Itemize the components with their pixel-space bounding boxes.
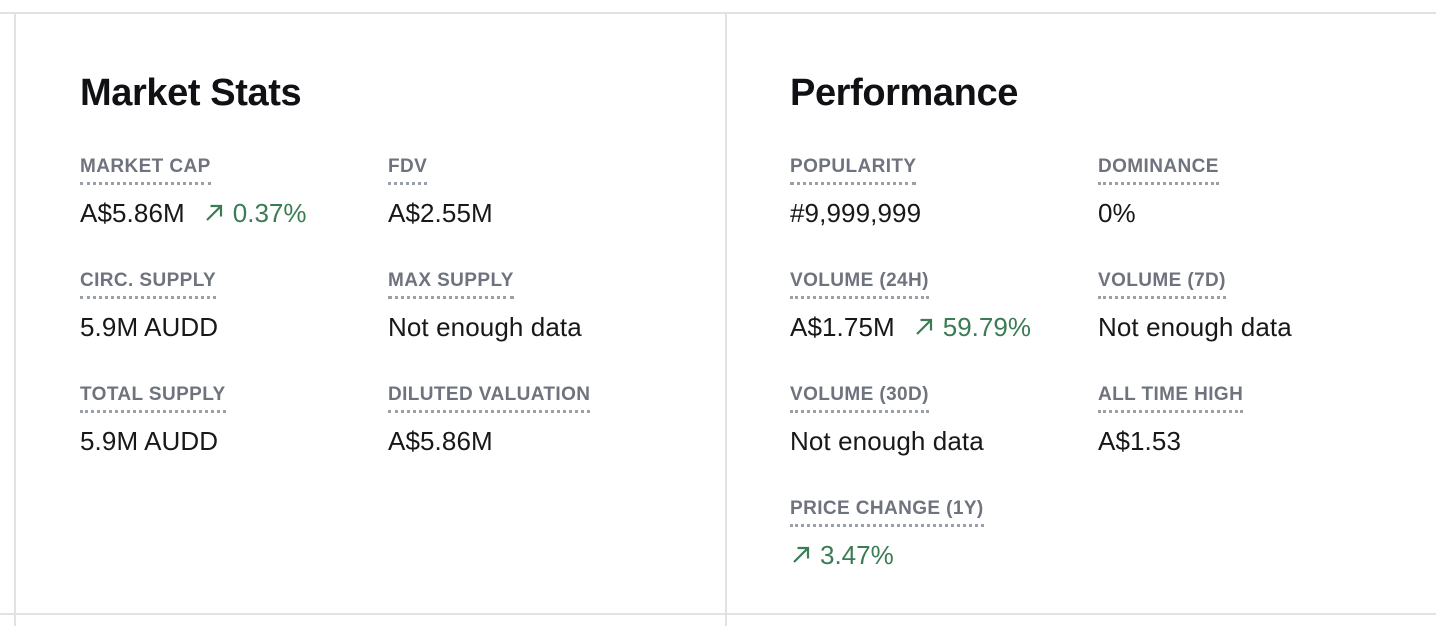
left-border-divider: [14, 12, 16, 626]
stat-value: Not enough data: [790, 426, 984, 457]
stat-value-row: #9,999,999: [790, 197, 1098, 229]
stat-label[interactable]: FDV: [388, 156, 428, 186]
stat-item: ALL TIME HIGH A$1.53: [1098, 384, 1406, 460]
stat-item: POPULARITY #9,999,999: [790, 156, 1098, 232]
stat-value: 5.9M AUDD: [80, 426, 219, 457]
stat-value-row: 5.9M AUDD: [80, 311, 388, 343]
stat-value: A$1.53: [1098, 426, 1182, 457]
stat-value: A$2.55M: [388, 198, 493, 229]
stat-value-row: A$5.86M: [388, 425, 695, 457]
stat-label[interactable]: VOLUME (7D): [1098, 270, 1226, 300]
stat-item: VOLUME (7D) Not enough data: [1098, 270, 1406, 346]
stat-item: MAX SUPPLY Not enough data: [388, 270, 695, 346]
stat-value: A$5.86M: [80, 198, 185, 229]
stat-value-row: 5.9M AUDD: [80, 425, 388, 457]
stat-change: 3.47%: [790, 539, 894, 571]
center-column-divider: [725, 12, 727, 626]
stat-value-row: A$1.75M 59.79%: [790, 311, 1098, 343]
trend-up-arrow-icon: [793, 547, 810, 564]
trend-up-arrow-icon: [205, 205, 222, 222]
performance-panel: Performance POPULARITY #9,999,999 DOMINA…: [727, 14, 1436, 574]
stat-label[interactable]: ALL TIME HIGH: [1098, 384, 1244, 414]
stat-item: DILUTED VALUATION A$5.86M: [388, 384, 695, 460]
stat-value: Not enough data: [1098, 312, 1292, 343]
stat-value: #9,999,999: [790, 198, 922, 229]
stat-label[interactable]: MAX SUPPLY: [388, 270, 514, 300]
stat-value: Not enough data: [388, 312, 582, 343]
stat-value: 0%: [1098, 198, 1136, 229]
stat-value-row: A$2.55M: [388, 197, 695, 229]
stat-value-row: A$5.86M 0.37%: [80, 197, 388, 229]
stat-change-text: 0.37%: [232, 198, 307, 229]
stat-item: PRICE CHANGE (1Y) 3.47%: [790, 498, 1098, 574]
stat-label[interactable]: DOMINANCE: [1098, 156, 1219, 186]
stat-item: CIRC. SUPPLY 5.9M AUDD: [80, 270, 388, 346]
market-stats-panel: Market Stats MARKET CAP A$5.86M 0.37% FD…: [16, 14, 725, 460]
stat-value-row: 3.47%: [790, 539, 1098, 571]
stat-label[interactable]: VOLUME (30D): [790, 384, 929, 414]
stat-item: DOMINANCE 0%: [1098, 156, 1406, 232]
bottom-divider: [0, 613, 1436, 615]
stat-label[interactable]: VOLUME (24H): [790, 270, 929, 300]
stat-value: 5.9M AUDD: [80, 312, 219, 343]
stat-change: 59.79%: [913, 311, 1031, 343]
trend-up-arrow-icon: [915, 319, 932, 336]
stat-value-row: 0%: [1098, 197, 1406, 229]
stat-label[interactable]: TOTAL SUPPLY: [80, 384, 226, 414]
top-divider: [0, 12, 1436, 14]
stat-value: A$5.86M: [388, 426, 493, 457]
stat-value: A$1.75M: [790, 312, 895, 343]
stat-label[interactable]: CIRC. SUPPLY: [80, 270, 217, 300]
stat-value-row: Not enough data: [790, 425, 1098, 457]
market-stats-title: Market Stats: [80, 72, 302, 114]
stat-label[interactable]: POPULARITY: [790, 156, 917, 186]
stat-item: TOTAL SUPPLY 5.9M AUDD: [80, 384, 388, 460]
stat-item: VOLUME (30D) Not enough data: [790, 384, 1098, 460]
performance-stats-grid: POPULARITY #9,999,999 DOMINANCE 0% VOLUM…: [790, 156, 1406, 574]
stat-change-text: 3.47%: [820, 540, 894, 571]
stat-value-row: A$1.53: [1098, 425, 1406, 457]
stat-value-row: Not enough data: [388, 311, 695, 343]
stat-value-row: Not enough data: [1098, 311, 1406, 343]
stat-item: VOLUME (24H) A$1.75M 59.79%: [790, 270, 1098, 346]
stat-label[interactable]: DILUTED VALUATION: [388, 384, 591, 414]
performance-title: Performance: [790, 72, 1018, 114]
stat-label[interactable]: MARKET CAP: [80, 156, 211, 186]
stat-item: MARKET CAP A$5.86M 0.37%: [80, 156, 388, 232]
stat-change-text: 59.79%: [942, 312, 1031, 343]
stat-item: FDV A$2.55M: [388, 156, 695, 232]
stat-label[interactable]: PRICE CHANGE (1Y): [790, 498, 984, 528]
market-stats-grid: MARKET CAP A$5.86M 0.37% FDV A$2.55M CIR…: [80, 156, 695, 460]
stat-change: 0.37%: [203, 197, 307, 229]
